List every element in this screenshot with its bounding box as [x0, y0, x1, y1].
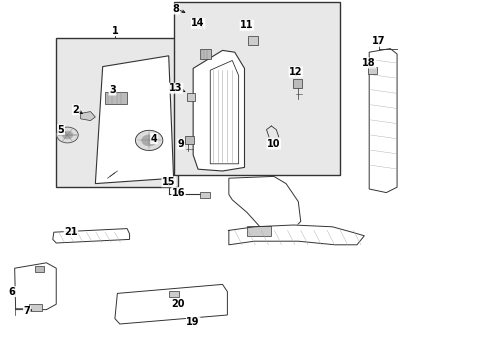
- Bar: [186, 93, 194, 101]
- Bar: [173, 2, 339, 175]
- Bar: [56, 38, 178, 187]
- Text: 3: 3: [109, 85, 116, 95]
- Text: 21: 21: [64, 227, 78, 237]
- Text: 6: 6: [9, 287, 16, 297]
- Text: 1: 1: [111, 26, 118, 36]
- Bar: [246, 226, 271, 236]
- Bar: [184, 136, 193, 144]
- Text: 4: 4: [150, 134, 157, 144]
- Text: 10: 10: [266, 139, 280, 149]
- Circle shape: [62, 131, 73, 139]
- Bar: [200, 49, 211, 59]
- Text: 11: 11: [240, 20, 253, 30]
- Text: 19: 19: [186, 317, 200, 327]
- Bar: [168, 291, 179, 297]
- Circle shape: [135, 130, 163, 150]
- Bar: [367, 67, 376, 74]
- Polygon shape: [228, 176, 300, 236]
- Bar: [35, 266, 44, 272]
- Polygon shape: [210, 60, 238, 164]
- Text: 2: 2: [72, 105, 79, 115]
- Text: 7: 7: [23, 306, 30, 316]
- Bar: [200, 192, 210, 198]
- Bar: [105, 92, 127, 104]
- Bar: [293, 79, 302, 88]
- Text: 15: 15: [162, 177, 175, 187]
- Text: 5: 5: [58, 125, 64, 135]
- Polygon shape: [193, 50, 244, 171]
- Text: 16: 16: [171, 188, 185, 198]
- Text: 18: 18: [362, 58, 375, 68]
- Bar: [29, 304, 41, 311]
- Polygon shape: [115, 284, 227, 324]
- Polygon shape: [81, 112, 95, 121]
- Text: 9: 9: [177, 139, 184, 149]
- Text: 14: 14: [191, 18, 204, 28]
- Polygon shape: [95, 56, 173, 184]
- Text: 8: 8: [172, 4, 179, 14]
- Polygon shape: [228, 225, 364, 245]
- Polygon shape: [368, 49, 396, 193]
- Polygon shape: [15, 263, 56, 310]
- Text: 20: 20: [171, 299, 185, 309]
- Bar: [248, 36, 258, 45]
- Circle shape: [57, 127, 78, 143]
- Polygon shape: [53, 229, 129, 243]
- Text: 12: 12: [288, 67, 302, 77]
- Text: 13: 13: [169, 83, 183, 93]
- Circle shape: [142, 135, 156, 146]
- Text: 17: 17: [371, 36, 385, 46]
